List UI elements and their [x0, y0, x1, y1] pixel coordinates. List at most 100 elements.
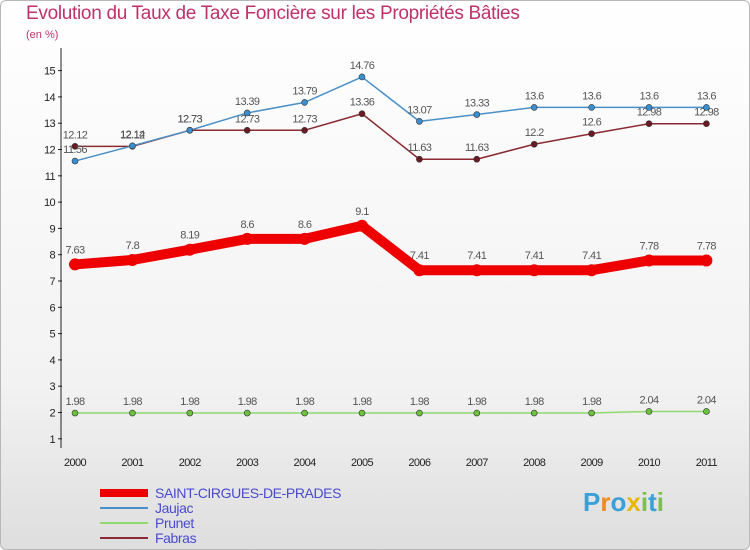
chart-title: Evolution du Taux de Taxe Foncière sur l…: [26, 3, 520, 24]
legend-swatch: [100, 489, 148, 497]
data-point-prunet: [416, 409, 423, 417]
y-tick-label: 13: [44, 118, 56, 130]
y-tick-label: 15: [44, 66, 56, 78]
data-point-prunet: [358, 409, 366, 417]
x-tick-label: 2006: [408, 457, 431, 469]
data-point-saint-cirgues-de-prades: [585, 264, 598, 277]
legend-item: SAINT-CIRGUES-DE-PRADES: [100, 486, 420, 501]
x-tick-label: 2010: [638, 457, 661, 469]
data-point-saint-cirgues-de-prades: [700, 254, 713, 267]
y-tick-label: 1: [49, 434, 55, 446]
data-label-fabras: 12.73: [292, 113, 317, 125]
x-tick-label: 2008: [523, 457, 546, 469]
data-label-fabras: 11.63: [408, 142, 432, 154]
data-label-prunet: 1.98: [238, 396, 257, 408]
data-point-fabras: [301, 127, 308, 134]
data-point-prunet: [645, 408, 653, 415]
data-point-fabras: [645, 120, 653, 128]
data-point-jaujac: [588, 104, 595, 111]
data-point-fabras: [473, 155, 481, 163]
data-label-prunet: 2.04: [697, 394, 716, 406]
y-tick-label: 11: [45, 171, 56, 183]
data-point-saint-cirgues-de-prades: [126, 253, 139, 266]
x-tick-label: 2005: [351, 457, 374, 469]
data-label-jaujac: 13.79: [292, 85, 317, 97]
data-label-prunet: 1.98: [180, 396, 199, 408]
logo-letter: i: [656, 487, 664, 517]
data-label-prunet: 1.98: [525, 396, 544, 408]
data-point-prunet: [530, 409, 538, 417]
x-tick-label: 2009: [581, 457, 604, 469]
data-label-jaujac: 13.6: [525, 90, 544, 102]
series-line-jaujac: [74, 76, 708, 162]
data-point-saint-cirgues-de-prades: [298, 232, 311, 245]
x-tick-label: 2003: [236, 457, 259, 469]
data-point-saint-cirgues-de-prades: [528, 264, 541, 277]
x-tick-label: 2000: [64, 457, 87, 469]
data-point-prunet: [473, 409, 481, 417]
data-label-fabras: 12.98: [694, 107, 719, 119]
data-label-saint-cirgues-de-prades: 8.6: [298, 219, 312, 231]
data-label-saint-cirgues-de-prades: 7.41: [582, 250, 601, 262]
data-label-jaujac: 13.6: [582, 90, 601, 102]
data-label-jaujac: 12.14: [120, 129, 145, 141]
data-label-jaujac: 13.6: [697, 90, 716, 102]
y-tick-label: 4: [49, 355, 55, 367]
data-label-prunet: 1.98: [582, 396, 601, 408]
series-line-prunet: [74, 410, 708, 414]
data-label-prunet: 2.04: [639, 394, 658, 406]
legend-item: Jaujac: [100, 501, 420, 516]
data-label-saint-cirgues-de-prades: 8.6: [240, 219, 254, 231]
data-point-jaujac: [358, 73, 366, 81]
x-tick-label: 2007: [466, 457, 489, 469]
data-point-prunet: [129, 409, 136, 417]
y-tick-label: 14: [44, 92, 56, 104]
data-label-prunet: 1.98: [467, 396, 486, 408]
data-label-saint-cirgues-de-prades: 7.78: [639, 240, 658, 252]
logo-letter: r: [600, 487, 611, 517]
data-label-saint-cirgues-de-prades: 7.63: [65, 244, 84, 256]
y-tick-label: 5: [49, 329, 55, 341]
data-point-fabras: [358, 110, 366, 118]
data-point-jaujac: [703, 104, 710, 111]
data-label-saint-cirgues-de-prades: 7.41: [525, 250, 544, 262]
data-point-prunet: [301, 409, 308, 417]
data-point-saint-cirgues-de-prades: [69, 258, 81, 271]
data-label-jaujac: 13.07: [407, 104, 432, 116]
data-label-saint-cirgues-de-prades: 8.19: [180, 230, 199, 242]
data-label-fabras: 12.12: [63, 129, 88, 141]
y-tick-label: 6: [49, 302, 55, 314]
data-point-fabras: [416, 155, 423, 163]
data-point-fabras: [243, 127, 251, 134]
logo-letter: x: [626, 487, 641, 517]
data-label-prunet: 1.98: [410, 396, 429, 408]
data-label-fabras: 12.12: [120, 129, 145, 141]
data-point-saint-cirgues-de-prades: [470, 264, 483, 277]
data-label-jaujac: 13.39: [235, 96, 260, 108]
legend-item: Prunet: [100, 516, 420, 531]
data-label-jaujac: 12.73: [178, 113, 203, 125]
legend-label: SAINT-CIRGUES-DE-PRADES: [155, 485, 342, 501]
data-point-saint-cirgues-de-prades: [356, 219, 368, 232]
data-label-prunet: 1.98: [123, 396, 142, 408]
legend-label: Fabras: [155, 530, 197, 546]
data-point-jaujac: [473, 111, 481, 118]
data-label-saint-cirgues-de-prades: 7.41: [410, 250, 429, 262]
series-line-saint-cirgues-de-prades: [70, 220, 712, 276]
data-label-saint-cirgues-de-prades: 7.41: [467, 250, 486, 262]
data-label-jaujac: 13.6: [639, 90, 658, 102]
logo-letter: o: [610, 487, 627, 517]
x-tick-label: 2004: [294, 457, 317, 469]
logo-letter: P: [583, 487, 601, 517]
data-label-prunet: 1.98: [65, 396, 84, 408]
data-point-fabras: [703, 120, 710, 128]
data-point-jaujac: [530, 104, 538, 111]
logo-letter: i: [640, 487, 649, 517]
data-label-fabras: 13.36: [350, 97, 375, 109]
data-point-prunet: [703, 408, 710, 415]
data-label-jaujac: 13.33: [465, 98, 490, 110]
data-point-saint-cirgues-de-prades: [413, 264, 426, 277]
y-axis-unit-label: (en %): [26, 29, 59, 41]
